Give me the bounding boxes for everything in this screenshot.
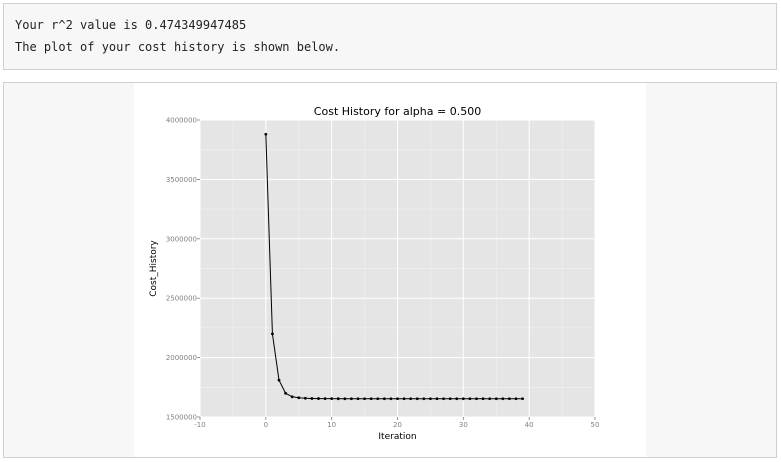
data-point [303, 396, 307, 400]
data-point [284, 391, 287, 395]
data-point [455, 397, 459, 401]
plot-caption-line: The plot of your cost history is shown b… [15, 40, 341, 54]
data-point [461, 397, 465, 401]
data-point [376, 397, 380, 401]
data-point [488, 397, 492, 401]
y-tick-label: 1500000 [166, 414, 197, 422]
data-point [317, 397, 320, 400]
y-tick-label: 3500000 [166, 176, 197, 184]
y-tick-label: 2500000 [166, 295, 197, 303]
data-point [442, 397, 445, 401]
data-point [336, 397, 340, 401]
x-tick-label: 20 [393, 421, 402, 429]
data-point [396, 397, 399, 401]
data-point [415, 397, 419, 401]
cost-history-chart: -10 0 10 20 30 40 50 1500000 2000000 2500000 30000… [149, 105, 600, 442]
x-tick-label: 50 [591, 421, 600, 429]
data-point [382, 397, 386, 401]
data-point [271, 332, 274, 336]
data-point [521, 397, 524, 401]
data-point [297, 396, 301, 400]
data-point [429, 397, 432, 401]
x-tick-label: 30 [459, 421, 468, 429]
data-point [481, 397, 485, 401]
data-point [369, 397, 373, 401]
data-point [409, 397, 413, 401]
data-point [501, 397, 505, 401]
x-tick-label: 40 [525, 421, 534, 429]
data-point [389, 397, 393, 401]
data-point [363, 397, 366, 401]
plot-image: -10 0 10 20 30 40 50 1500000 2000000 2500000 30000… [134, 83, 646, 457]
x-tick-label: 0 [264, 421, 268, 429]
data-point [330, 397, 334, 401]
data-point [435, 397, 439, 401]
chart-title: Cost History for alpha = 0.500 [314, 105, 481, 118]
data-point [264, 132, 268, 136]
x-tick-label: 10 [327, 421, 336, 429]
plot-output-cell: -10 0 10 20 30 40 50 1500000 2000000 2500000 30000… [3, 82, 777, 458]
data-point [448, 397, 452, 401]
y-tick-label: 4000000 [166, 117, 197, 125]
cost-series-points [264, 132, 524, 401]
data-point [356, 397, 360, 401]
r-squared-line: Your r^2 value is 0.474349947485 [15, 18, 247, 32]
data-point [468, 397, 472, 401]
axis-ticks [197, 119, 596, 420]
data-point [310, 397, 314, 400]
y-tick-label: 2000000 [166, 354, 197, 362]
data-point [494, 397, 498, 401]
data-point [277, 378, 281, 382]
data-point [290, 395, 294, 399]
data-point [350, 397, 353, 401]
data-point [402, 397, 406, 401]
x-axis-title: Iteration [378, 432, 416, 442]
tick-labels: -10 0 10 20 30 40 50 1500000 2000000 2500000 30000… [166, 117, 600, 430]
data-point [343, 397, 347, 401]
data-point [508, 397, 511, 401]
data-point [514, 397, 518, 401]
data-point [422, 397, 426, 401]
data-point [475, 397, 478, 401]
cost-series-line [265, 134, 523, 400]
x-tick-label: -10 [194, 421, 205, 429]
y-tick-label: 3000000 [166, 235, 197, 243]
data-point [323, 397, 327, 401]
y-axis-title: Cost_History [149, 240, 159, 297]
text-output-cell: Your r^2 value is 0.474349947485 The plo… [3, 3, 777, 70]
